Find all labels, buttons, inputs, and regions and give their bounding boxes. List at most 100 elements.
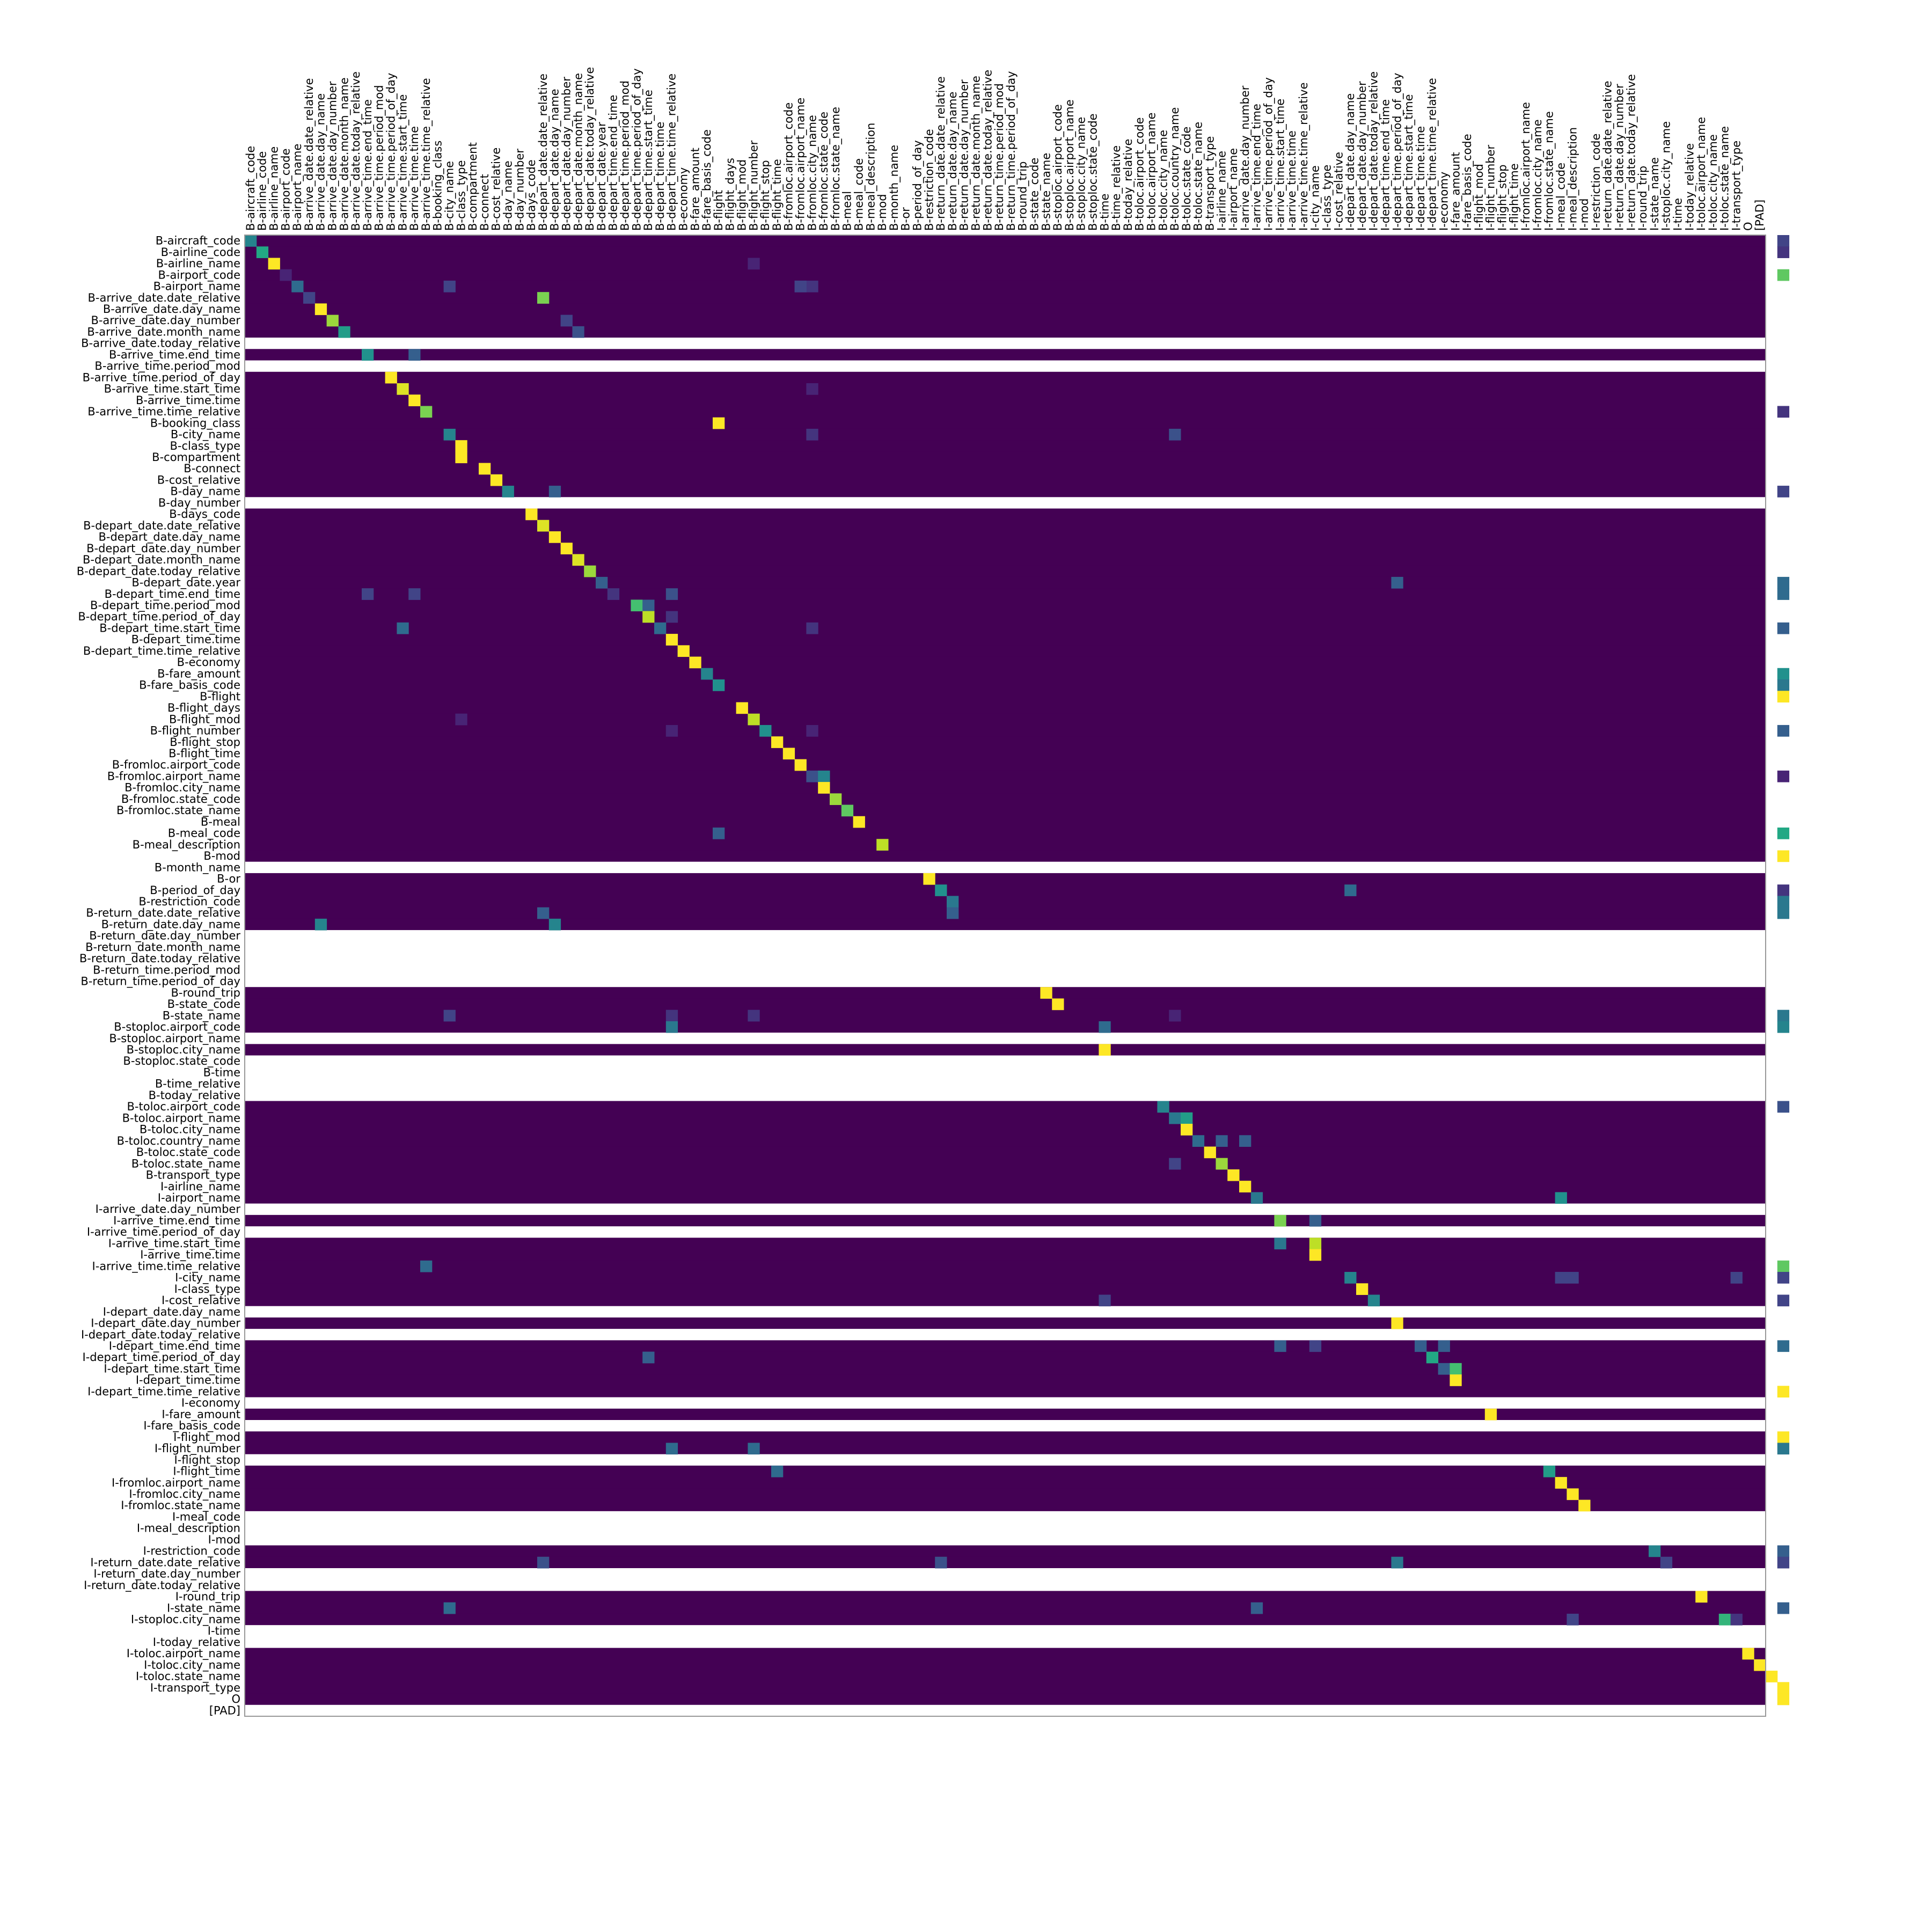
x-tick-label: I-arrive_time.period_of_day: [1262, 77, 1276, 231]
x-tick-label: B-fare_basis_code: [700, 129, 714, 231]
y-tick-label: I-arrive_time.time: [140, 1248, 240, 1262]
x-tick-label: B-day_number: [513, 149, 526, 231]
heatmap-cell: [1777, 1009, 1790, 1022]
heatmap-cell: [537, 519, 550, 532]
heatmap-cell: [1099, 1021, 1111, 1033]
y-tick-label: I-city_name: [175, 1271, 240, 1285]
heatmap-cell: [397, 383, 409, 395]
heatmap-row-bg: [245, 451, 1766, 464]
heatmap-row-bg: [245, 1613, 1766, 1626]
heatmap-row-bg: [245, 611, 1766, 623]
heatmap-cell: [1649, 1545, 1661, 1557]
x-tick-label: I-arrive_time.time_relative: [1297, 83, 1311, 231]
heatmap-row-bg: [245, 1636, 1766, 1649]
x-tick-label: B-meal_code: [853, 158, 866, 231]
heatmap-cell: [1777, 907, 1790, 919]
x-tick-label: B-depart_date.year: [595, 122, 609, 231]
heatmap-row-bg: [245, 724, 1766, 737]
heatmap-row-bg: [245, 1477, 1766, 1489]
x-tick-label: B-depart_date.day_name: [548, 89, 562, 231]
heatmap-cell: [947, 907, 959, 919]
heatmap-row-bg: [245, 622, 1766, 634]
heatmap-row-bg: [245, 303, 1766, 316]
heatmap-cell: [806, 770, 818, 782]
heatmap-cell: [1543, 1465, 1556, 1477]
heatmap-cell: [806, 622, 818, 634]
x-tick-label: I-cost_relative: [1332, 152, 1345, 231]
heatmap-cell: [1169, 1009, 1181, 1022]
heatmap-cell: [713, 417, 725, 429]
x-tick-label: B-airline_code: [256, 151, 269, 231]
y-tick-label: I-restriction_code: [143, 1545, 240, 1558]
heatmap-cell: [1157, 1101, 1169, 1113]
heatmap-cell: [584, 565, 596, 577]
heatmap-cell: [443, 428, 456, 441]
heatmap-cell: [818, 782, 830, 794]
heatmap-row-bg: [245, 599, 1766, 612]
x-tick-label: B-return_time.period_of_day: [1005, 71, 1018, 231]
x-tick-label: I-depart_time.time_relative: [1426, 78, 1439, 231]
heatmap-cell: [1567, 1272, 1579, 1284]
x-tick-label: B-return_time.period_mod: [993, 83, 1006, 231]
heatmap-cell: [665, 1443, 678, 1455]
x-tick-label: B-arrive_date.month_name: [338, 77, 351, 231]
y-tick-label: B-today_relative: [149, 1089, 240, 1102]
y-tick-label: B-flight: [200, 690, 240, 703]
heatmap-row-bg: [245, 1499, 1766, 1512]
x-tick-label: I-depart_date.day_name: [1344, 93, 1357, 231]
heatmap-cell: [1169, 428, 1181, 441]
heatmap-row-bg: [245, 793, 1766, 806]
heatmap-cell: [1450, 1363, 1462, 1375]
heatmap-cell: [268, 258, 280, 270]
heatmap-row-bg: [245, 280, 1766, 292]
x-tick-label: B-restriction_code: [923, 129, 936, 231]
y-tick-label: I-cost_relative: [162, 1294, 240, 1307]
heatmap-row-bg: [245, 440, 1766, 452]
heatmap-row-bg: [245, 1682, 1766, 1694]
heatmap-cell: [794, 759, 807, 771]
heatmap-row-bg: [245, 782, 1766, 794]
x-tick-label: B-period_of_day: [911, 140, 925, 231]
y-tick-label: B-flight_mod: [169, 713, 240, 726]
heatmap-cell: [1754, 1659, 1766, 1671]
heatmap-row-bg: [245, 828, 1766, 839]
x-tick-label: O: [1741, 222, 1754, 231]
y-tick-label: B-time_relative: [155, 1078, 240, 1091]
heatmap-cell: [455, 451, 467, 464]
y-tick-label: B-stoploc.city_name: [127, 1043, 240, 1057]
y-tick-label: I-economy: [181, 1396, 240, 1409]
x-tick-label: I-today_relative: [1683, 143, 1696, 231]
heatmap-cell: [1777, 1545, 1790, 1557]
y-tick-label: I-flight_number: [155, 1442, 241, 1455]
heatmap-row-bg: [245, 804, 1766, 817]
x-tick-label: B-today_relative: [1122, 139, 1135, 231]
heatmap-row-bg: [245, 1443, 1766, 1455]
x-tick-label: B-toloc.state_code: [1180, 127, 1194, 231]
heatmap-row-bg: [245, 1556, 1766, 1569]
heatmap-row-bg: [245, 1317, 1766, 1329]
heatmap-cell: [1730, 1272, 1743, 1284]
heatmap-cell: [1777, 1386, 1790, 1398]
y-tick-label: I-airport_name: [158, 1191, 240, 1205]
y-tick-label: B-transport_type: [146, 1169, 240, 1182]
heatmap-row-bg: [245, 1591, 1766, 1603]
x-tick-label: B-mod: [876, 194, 889, 231]
x-tick-label: I-fare_amount: [1449, 152, 1462, 231]
heatmap-cell: [1777, 668, 1790, 680]
heatmap-cell: [280, 269, 292, 281]
heatmap-row-bg: [245, 1340, 1766, 1352]
heatmap-row-bg: [245, 1704, 1766, 1717]
heatmap-row-bg: [245, 1203, 1766, 1216]
x-tick-label: B-depart_time.period_of_day: [630, 68, 643, 231]
y-tick-label: [PAD]: [209, 1704, 240, 1717]
heatmap-row-bg: [245, 474, 1766, 486]
heatmap-cell: [1216, 1135, 1228, 1147]
x-tick-label: I-depart_time.start_time: [1402, 94, 1416, 231]
x-tick-label: I-transport_type: [1730, 141, 1744, 231]
y-tick-label: B-depart_time.start_time: [99, 621, 240, 635]
x-tick-label: I-stoploc.city_name: [1660, 121, 1673, 231]
x-tick-label: B-flight: [712, 190, 725, 231]
heatmap-cell: [748, 258, 760, 270]
heatmap-row-bg: [245, 668, 1766, 680]
y-tick-label: I-fare_basis_code: [143, 1419, 240, 1433]
